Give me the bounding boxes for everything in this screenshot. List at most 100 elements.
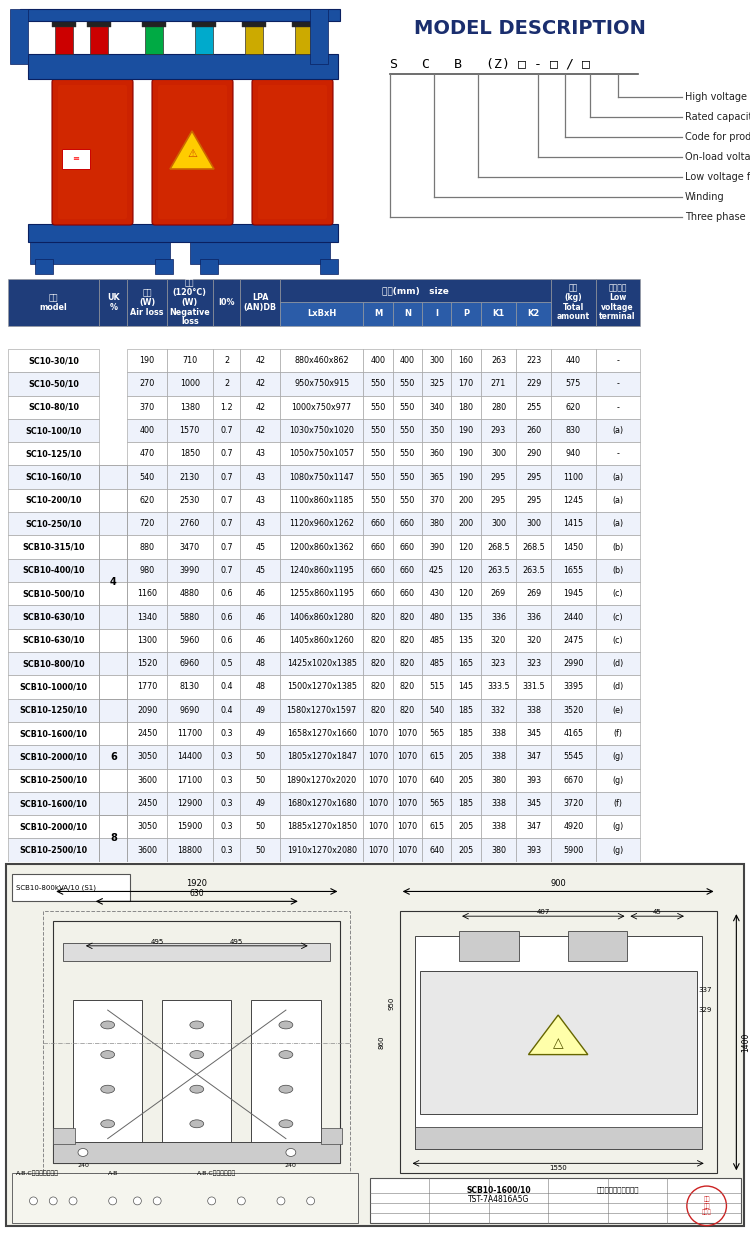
Text: 3050: 3050 [137,753,158,761]
Bar [452,815,481,838]
Text: 660: 660 [370,520,386,528]
Bar [393,652,422,676]
Bar [393,745,422,769]
Bar [212,443,241,465]
Text: (b): (b) [612,543,623,552]
Bar [596,582,640,605]
Bar [393,303,422,326]
Text: ≡: ≡ [73,155,80,164]
Text: 6670: 6670 [563,776,584,785]
Text: 1885x1270x1850: 1885x1270x1850 [286,822,357,831]
Bar [99,512,128,536]
Text: (a): (a) [612,427,623,435]
Bar [212,512,241,536]
Text: 50: 50 [255,822,266,831]
Text: 240: 240 [285,1163,297,1168]
Text: 14400: 14400 [177,753,203,761]
Bar [393,536,422,559]
Text: 2450: 2450 [137,729,158,738]
Bar [551,792,596,815]
Ellipse shape [134,1197,141,1205]
Text: 550: 550 [400,379,415,388]
Bar [551,582,596,605]
Bar [280,652,363,676]
Bar [415,936,702,1148]
Text: 43: 43 [255,472,266,481]
Bar [167,676,212,698]
Ellipse shape [190,1120,204,1127]
FancyBboxPatch shape [258,86,327,219]
Text: SCB10-1000/10: SCB10-1000/10 [20,682,88,692]
Bar [212,419,241,443]
Text: 550: 550 [400,496,415,505]
Bar [128,652,167,676]
Bar [516,605,551,629]
Bar [167,629,212,652]
Text: 255: 255 [526,403,542,412]
Text: 550: 550 [400,449,415,459]
Text: 329: 329 [698,1007,712,1013]
Text: 295: 295 [490,472,506,481]
Bar [241,536,280,559]
Bar [167,722,212,745]
Bar [596,652,640,676]
Text: TST-7A4816A5G: TST-7A4816A5G [468,1195,530,1204]
Bar [596,605,640,629]
Text: 320: 320 [491,636,506,645]
Bar [128,443,167,465]
Bar [241,838,280,862]
Bar [280,465,363,489]
Text: 1405x860x1260: 1405x860x1260 [290,636,354,645]
Text: 263.5: 263.5 [487,565,510,575]
Text: 300: 300 [526,520,542,528]
Bar [393,698,422,722]
Text: 1550: 1550 [549,1166,567,1172]
Bar [99,629,128,652]
Text: K1: K1 [492,310,505,319]
Bar [242,19,266,27]
Text: 135: 135 [458,613,474,621]
Text: 1680x1270x1680: 1680x1270x1680 [286,799,356,808]
Bar [596,676,640,698]
Bar [245,24,263,55]
Text: LPA
(AN)DB: LPA (AN)DB [244,293,277,311]
Text: 17100: 17100 [177,776,203,785]
Ellipse shape [307,1197,314,1205]
Text: 380: 380 [491,776,506,785]
Bar [162,1001,232,1148]
Bar [128,489,167,512]
Bar [44,911,350,1173]
Text: 8: 8 [110,833,117,843]
Text: 630: 630 [190,889,204,898]
Text: 1945: 1945 [563,589,584,598]
Text: 42: 42 [255,379,266,388]
Text: 15900: 15900 [177,822,203,831]
Bar [452,396,481,419]
Bar [167,605,212,629]
Text: ⚠: ⚠ [187,149,197,159]
Text: 350: 350 [429,427,444,435]
Text: 229: 229 [526,379,542,388]
Text: 45: 45 [652,909,662,915]
Bar [481,303,516,326]
Text: 300: 300 [491,449,506,459]
Bar [280,745,363,769]
Bar [393,792,422,815]
Text: 1100: 1100 [563,472,584,481]
Text: 0.5: 0.5 [220,660,232,668]
Text: 950x750x915: 950x750x915 [294,379,350,388]
Bar [551,348,596,372]
Text: (f): (f) [613,799,622,808]
Text: 1910x1270x2080: 1910x1270x2080 [286,846,357,854]
Text: 1070: 1070 [398,753,418,761]
Bar [128,348,167,372]
Bar [481,512,516,536]
Text: 407: 407 [536,909,550,915]
Bar [452,559,481,582]
Text: 4920: 4920 [563,822,584,831]
Ellipse shape [78,1148,88,1157]
Text: 11700: 11700 [177,729,203,738]
Bar [167,652,212,676]
Text: 280: 280 [491,403,506,412]
Ellipse shape [238,1197,245,1205]
